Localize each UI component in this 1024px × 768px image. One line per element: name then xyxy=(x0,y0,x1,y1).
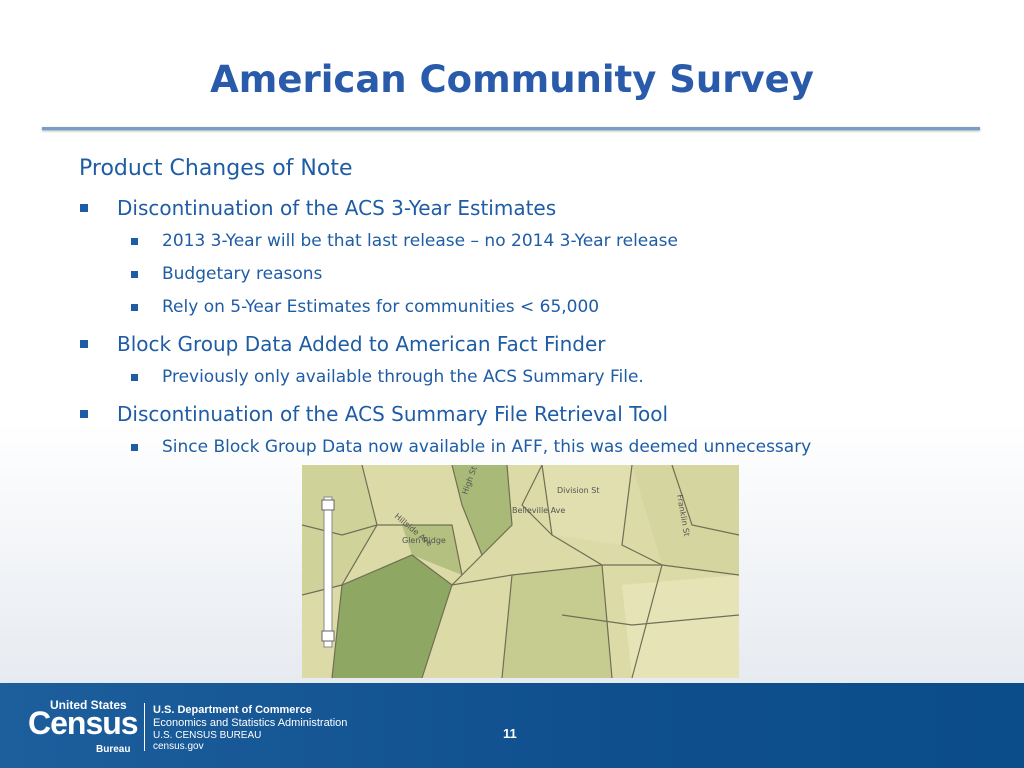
sub-bullet-text: Previously only available through the AC… xyxy=(162,367,644,387)
footer-bar: United States Census Bureau U.S. Departm… xyxy=(0,683,1024,768)
sub-bullet-text: Budgetary reasons xyxy=(162,264,323,284)
logo-top: United States xyxy=(50,698,127,712)
bullet-text: Discontinuation of the ACS 3-Year Estima… xyxy=(117,196,557,220)
sub-bullet xyxy=(131,374,138,381)
map-label: Belleville Ave xyxy=(512,506,565,515)
map-label: Glen Ridge xyxy=(402,536,446,545)
footer-line: Economics and Statistics Administration xyxy=(153,717,348,729)
bullet-text: Block Group Data Added to American Fact … xyxy=(117,332,606,356)
logo-bottom: Bureau xyxy=(96,744,131,755)
section-heading: Product Changes of Note xyxy=(79,156,353,181)
bullet xyxy=(80,340,88,348)
footer-line: U.S. Department of Commerce xyxy=(153,704,312,716)
sub-bullet-text: 2013 3-Year will be that last release – … xyxy=(162,231,678,251)
map-image: Division St Glen Ridge High St Hillside … xyxy=(302,465,739,678)
bullet xyxy=(80,410,88,418)
bullet xyxy=(80,204,88,212)
page-number: 11 xyxy=(503,726,517,741)
bullet-text: Discontinuation of the ACS Summary File … xyxy=(117,402,669,426)
map-label: Division St xyxy=(557,486,599,495)
logo-divider xyxy=(144,703,145,751)
logo-main: Census xyxy=(28,705,139,741)
footer-line: U.S. CENSUS BUREAU xyxy=(153,730,262,741)
footer-line: census.gov xyxy=(153,741,204,752)
sub-bullet xyxy=(131,238,138,245)
slide-title: American Community Survey xyxy=(210,58,814,101)
sub-bullet-text: Rely on 5-Year Estimates for communities… xyxy=(162,297,600,317)
sub-bullet xyxy=(131,271,138,278)
sub-bullet-text: Since Block Group Data now available in … xyxy=(162,437,812,457)
sub-bullet xyxy=(131,304,138,311)
sub-bullet xyxy=(131,444,138,451)
title-rule xyxy=(42,127,980,130)
